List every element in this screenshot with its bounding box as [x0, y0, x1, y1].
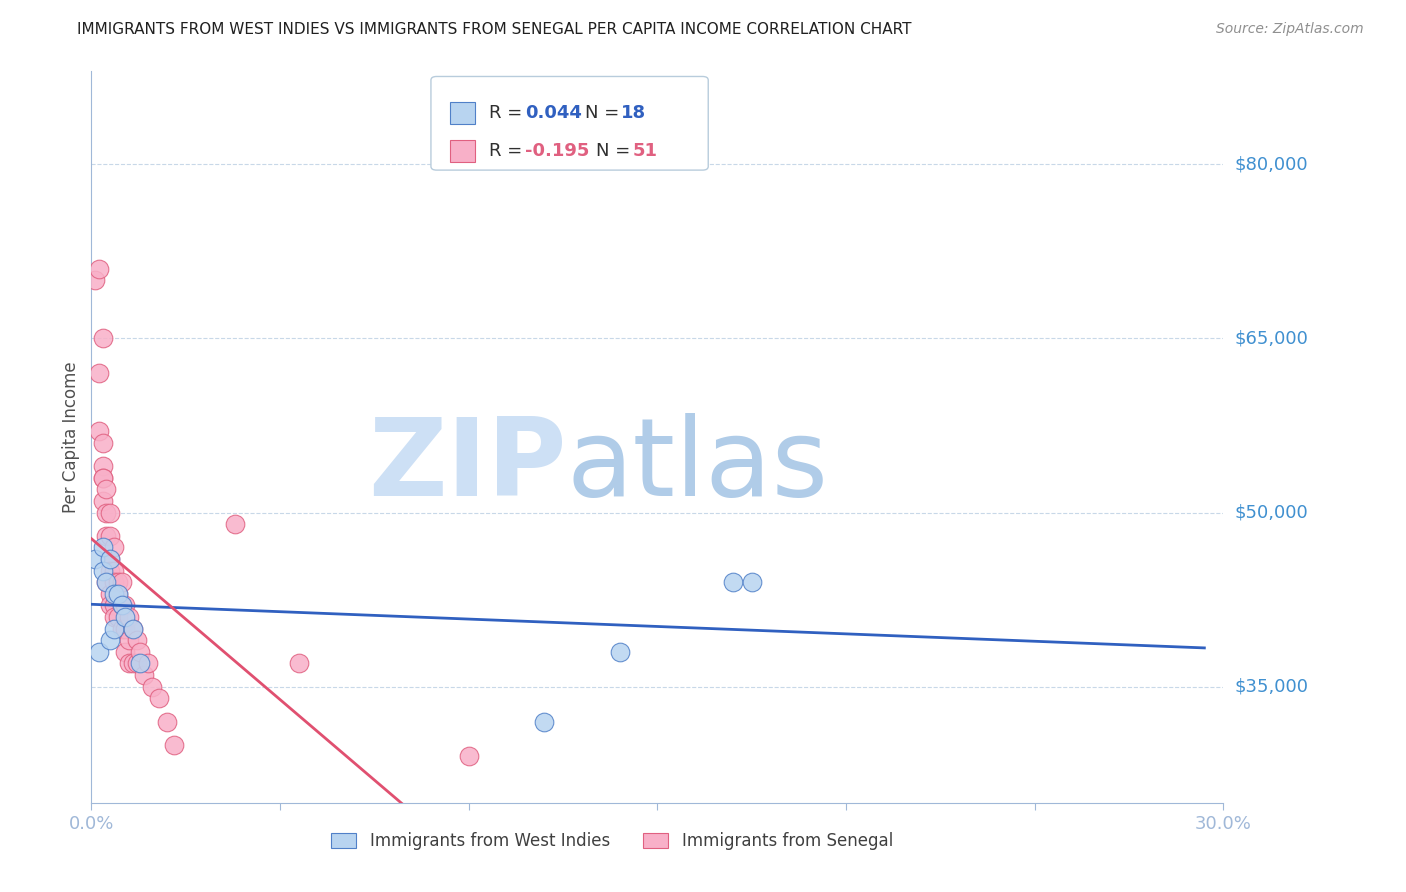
- Point: [91, 471, 114, 485]
- Text: 18: 18: [621, 104, 647, 122]
- Point: [91, 331, 114, 345]
- Text: atlas: atlas: [567, 413, 828, 519]
- Point: [91, 471, 114, 485]
- Point: [107, 575, 129, 590]
- Point: [96, 506, 118, 520]
- Point: [91, 459, 114, 474]
- Point: [91, 541, 114, 555]
- Point: [98, 587, 121, 601]
- Point: [224, 517, 246, 532]
- Text: -0.195: -0.195: [524, 142, 589, 160]
- FancyBboxPatch shape: [450, 140, 475, 161]
- Text: N =: N =: [596, 142, 636, 160]
- Point: [96, 575, 118, 590]
- Point: [98, 506, 121, 520]
- Point: [103, 541, 125, 555]
- Point: [741, 575, 763, 590]
- Point: [91, 436, 114, 450]
- Text: $65,000: $65,000: [1234, 329, 1308, 347]
- Point: [110, 599, 132, 613]
- Point: [103, 564, 125, 578]
- Point: [84, 552, 107, 566]
- Point: [141, 680, 163, 694]
- Point: [87, 645, 110, 659]
- Point: [110, 622, 132, 636]
- Point: [114, 622, 136, 636]
- Point: [110, 599, 132, 613]
- FancyBboxPatch shape: [430, 77, 709, 170]
- Point: [118, 657, 141, 671]
- Point: [103, 610, 125, 624]
- Text: ZIP: ZIP: [368, 413, 567, 519]
- Point: [98, 529, 121, 543]
- Text: N =: N =: [585, 104, 624, 122]
- Point: [609, 645, 631, 659]
- Point: [122, 622, 145, 636]
- Point: [125, 657, 148, 671]
- Point: [721, 575, 744, 590]
- Text: R =: R =: [489, 104, 527, 122]
- Point: [110, 575, 132, 590]
- Point: [103, 599, 125, 613]
- Point: [98, 564, 121, 578]
- Point: [136, 657, 159, 671]
- Point: [122, 622, 145, 636]
- Point: [91, 564, 114, 578]
- Text: 51: 51: [633, 142, 658, 160]
- Point: [288, 657, 311, 671]
- Text: $50,000: $50,000: [1234, 504, 1308, 522]
- Text: $35,000: $35,000: [1234, 678, 1309, 696]
- Point: [96, 575, 118, 590]
- Point: [163, 738, 186, 752]
- Point: [96, 529, 118, 543]
- Point: [134, 668, 156, 682]
- Point: [103, 587, 125, 601]
- Point: [129, 657, 152, 671]
- Point: [87, 366, 110, 380]
- Point: [87, 261, 110, 276]
- Point: [122, 657, 145, 671]
- Text: 0.044: 0.044: [524, 104, 582, 122]
- Point: [107, 587, 129, 601]
- Point: [148, 691, 170, 706]
- Point: [125, 633, 148, 648]
- Point: [114, 610, 136, 624]
- Point: [118, 633, 141, 648]
- Text: R =: R =: [489, 142, 527, 160]
- Text: Source: ZipAtlas.com: Source: ZipAtlas.com: [1216, 22, 1364, 37]
- Point: [129, 645, 152, 659]
- Y-axis label: Per Capita Income: Per Capita Income: [62, 361, 80, 513]
- Point: [96, 483, 118, 497]
- Point: [103, 575, 125, 590]
- Point: [114, 645, 136, 659]
- Point: [533, 714, 555, 729]
- Point: [84, 273, 107, 287]
- Point: [98, 552, 121, 566]
- Point: [156, 714, 179, 729]
- Text: IMMIGRANTS FROM WEST INDIES VS IMMIGRANTS FROM SENEGAL PER CAPITA INCOME CORRELA: IMMIGRANTS FROM WEST INDIES VS IMMIGRANT…: [77, 22, 912, 37]
- Point: [114, 599, 136, 613]
- Text: $80,000: $80,000: [1234, 155, 1308, 173]
- Point: [107, 587, 129, 601]
- Point: [118, 610, 141, 624]
- Point: [87, 424, 110, 438]
- Legend: Immigrants from West Indies, Immigrants from Senegal: Immigrants from West Indies, Immigrants …: [325, 825, 900, 856]
- Point: [98, 552, 121, 566]
- FancyBboxPatch shape: [450, 102, 475, 124]
- Point: [103, 622, 125, 636]
- Point: [457, 749, 479, 764]
- Point: [107, 610, 129, 624]
- Point: [98, 599, 121, 613]
- Point: [91, 494, 114, 508]
- Point: [98, 633, 121, 648]
